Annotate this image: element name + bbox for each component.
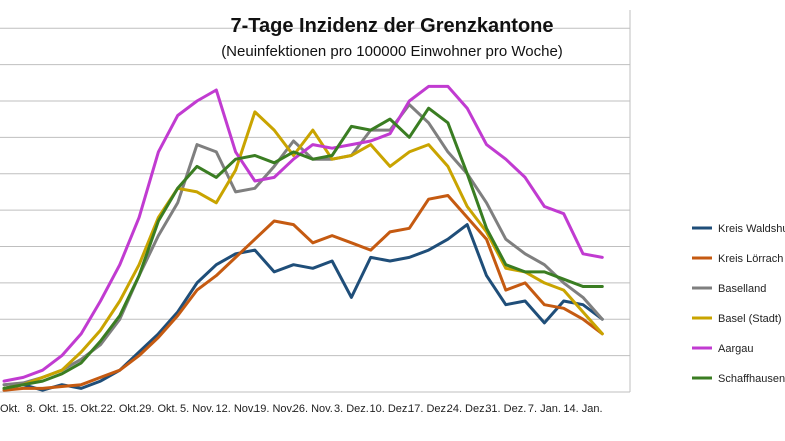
x-tick-label: 29. Okt. xyxy=(139,403,178,415)
legend: Kreis Waldshut Kreis Lörrach Baselland Base… xyxy=(692,223,785,385)
series-line-0 xyxy=(2,223,604,392)
chart-subtitle: (Neuinfektionen pro 100000 Einwohner pro… xyxy=(221,43,563,60)
x-tick-label: 17. Dez. xyxy=(408,403,449,415)
chart-title: 7-Tage Inzidenz der Grenzkantone xyxy=(230,15,553,37)
series-line-2 xyxy=(2,103,604,387)
legend-label: Basel (Stadt) xyxy=(718,313,782,325)
legend-label: Aargau xyxy=(718,343,753,355)
x-tick-label: 1. Okt. xyxy=(0,403,20,415)
series-line-5 xyxy=(2,106,604,390)
x-tick-label: 14. Jan. xyxy=(563,403,602,415)
x-tick-label: 24. Dez. xyxy=(447,403,488,415)
legend-label: Kreis Waldshut xyxy=(718,223,785,235)
x-tick-label: 10. Dez. xyxy=(370,403,411,415)
x-tick-label: 22. Okt. xyxy=(101,403,140,415)
x-tick-label: 19. Nov. xyxy=(254,403,294,415)
series-line-1 xyxy=(2,194,604,392)
x-tick-label: 31. Dez. xyxy=(485,403,526,415)
series-line-4 xyxy=(2,84,604,383)
x-tick-label: 15. Okt. xyxy=(62,403,101,415)
legend-label: Kreis Lörrach xyxy=(718,253,783,265)
legend-label: Baselland xyxy=(718,283,766,295)
grid xyxy=(0,10,631,393)
x-axis-ticks: 1. Okt. 8. Okt. 15. Okt.22. Okt.29. Okt.5.… xyxy=(0,403,603,415)
x-tick-label: 8. Okt. xyxy=(26,403,58,415)
x-tick-label: 7. Jan. xyxy=(528,403,561,415)
x-tick-label: 3. Dez. xyxy=(334,403,369,415)
x-tick-label: 12. Nov. xyxy=(216,403,256,415)
series-line-3 xyxy=(2,110,604,390)
x-tick-label: 5. Nov. xyxy=(180,403,214,415)
x-tick-label: 26. Nov. xyxy=(293,403,333,415)
series-lines xyxy=(2,84,604,392)
legend-label: Schaffhausen xyxy=(718,373,785,385)
